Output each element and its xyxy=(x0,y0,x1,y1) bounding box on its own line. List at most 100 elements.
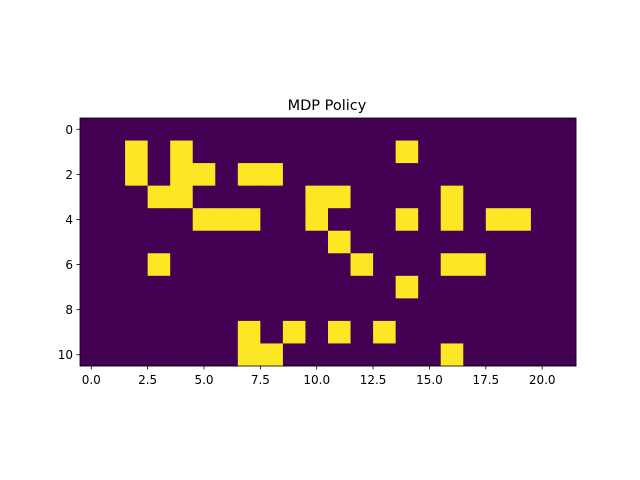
heatmap-cell xyxy=(305,208,329,232)
x-tick-label: 15.0 xyxy=(416,373,443,387)
heatmap-cell xyxy=(215,208,239,232)
heatmap-cell xyxy=(125,253,149,277)
heatmap-cell xyxy=(125,320,149,344)
heatmap-cell xyxy=(328,118,351,141)
heatmap-cell xyxy=(463,230,487,254)
heatmap-cell xyxy=(147,320,171,344)
heatmap-cell xyxy=(508,208,532,232)
heatmap-cell xyxy=(328,298,351,322)
heatmap-cell xyxy=(305,140,329,164)
heatmap-cell xyxy=(147,208,171,232)
heatmap-cell xyxy=(192,185,216,209)
heatmap-cell xyxy=(530,208,554,232)
heatmap-cell xyxy=(215,118,239,141)
heatmap-cell xyxy=(440,253,464,277)
heatmap-cell xyxy=(395,185,419,209)
heatmap-cell xyxy=(328,343,351,367)
heatmap-cell xyxy=(530,253,554,277)
heatmap-cell xyxy=(553,230,577,254)
heatmap-cell xyxy=(192,118,216,141)
heatmap-cell xyxy=(305,320,329,344)
heatmap-cell xyxy=(147,230,171,254)
heatmap-cell xyxy=(395,298,419,322)
heatmap-cell xyxy=(215,320,239,344)
heatmap-cell xyxy=(328,208,351,232)
heatmap-cell xyxy=(373,185,397,209)
heatmap-cell xyxy=(485,140,509,164)
heatmap-cell xyxy=(80,208,103,232)
heatmap-cell xyxy=(282,253,306,277)
heatmap-cell xyxy=(395,163,419,187)
heatmap-cell xyxy=(237,275,261,299)
heatmap-cell xyxy=(170,118,194,141)
heatmap-cell xyxy=(485,343,509,367)
heatmap-cell xyxy=(440,118,464,141)
heatmap-cell xyxy=(395,140,419,164)
y-tick-label: 2 xyxy=(65,168,73,182)
heatmap-cell xyxy=(418,230,442,254)
heatmap-cell xyxy=(80,230,103,254)
heatmap-cell xyxy=(440,320,464,344)
heatmap-cell xyxy=(373,298,397,322)
heatmap-cell xyxy=(237,253,261,277)
heatmap-cell xyxy=(418,208,442,232)
heatmap-cell xyxy=(350,140,374,164)
heatmap-cell xyxy=(440,208,464,232)
heatmap-cell xyxy=(282,298,306,322)
heatmap-cell xyxy=(508,118,532,141)
heatmap-cell xyxy=(328,230,351,254)
heatmap-cell xyxy=(192,208,216,232)
chart-title: MDP Policy xyxy=(288,98,367,114)
heatmap-cell xyxy=(350,163,374,187)
heatmap-cell xyxy=(147,163,171,187)
heatmap-cell xyxy=(508,343,532,367)
heatmap-cell xyxy=(102,298,126,322)
heatmap-cell xyxy=(553,320,577,344)
heatmap-cell xyxy=(260,253,284,277)
heatmap-cell xyxy=(260,140,284,164)
heatmap-cell xyxy=(192,140,216,164)
heatmap-cell xyxy=(418,298,442,322)
heatmap-cell xyxy=(485,275,509,299)
heatmap-cell xyxy=(418,118,442,141)
heatmap-cell xyxy=(147,185,171,209)
heatmap-cell xyxy=(508,163,532,187)
heatmap-cell xyxy=(102,163,126,187)
heatmap-cell xyxy=(350,208,374,232)
heatmap-cell xyxy=(80,118,103,141)
heatmap-cell xyxy=(305,275,329,299)
heatmap-cell xyxy=(147,253,171,277)
heatmap-cell xyxy=(125,140,149,164)
heatmap-cell xyxy=(530,343,554,367)
heatmap-cell xyxy=(102,343,126,367)
heatmap-cell xyxy=(350,230,374,254)
heatmap-cell xyxy=(463,275,487,299)
heatmap-cell xyxy=(260,230,284,254)
heatmap-cell xyxy=(328,320,351,344)
heatmap-cell xyxy=(215,140,239,164)
heatmap-cell xyxy=(260,118,284,141)
heatmap-cell xyxy=(373,253,397,277)
heatmap-cell xyxy=(508,140,532,164)
heatmap-cell xyxy=(508,275,532,299)
heatmap-cell xyxy=(170,343,194,367)
heatmap-cell xyxy=(440,163,464,187)
heatmap-cell xyxy=(125,275,149,299)
heatmap-cell xyxy=(237,185,261,209)
heatmap-cell xyxy=(80,275,103,299)
heatmap-cell xyxy=(553,140,577,164)
heatmap-cell xyxy=(463,185,487,209)
y-tick-label: 6 xyxy=(65,258,73,272)
heatmap-cell xyxy=(102,320,126,344)
heatmap-cell xyxy=(373,208,397,232)
heatmap-cell xyxy=(305,118,329,141)
heatmap-cell xyxy=(395,275,419,299)
heatmap-cell xyxy=(350,298,374,322)
heatmap-cell xyxy=(282,230,306,254)
heatmap-cell xyxy=(215,230,239,254)
heatmap-cell xyxy=(125,208,149,232)
heatmap-cell xyxy=(508,185,532,209)
heatmap-cell xyxy=(282,185,306,209)
heatmap-cell xyxy=(440,298,464,322)
heatmap-cell xyxy=(305,253,329,277)
